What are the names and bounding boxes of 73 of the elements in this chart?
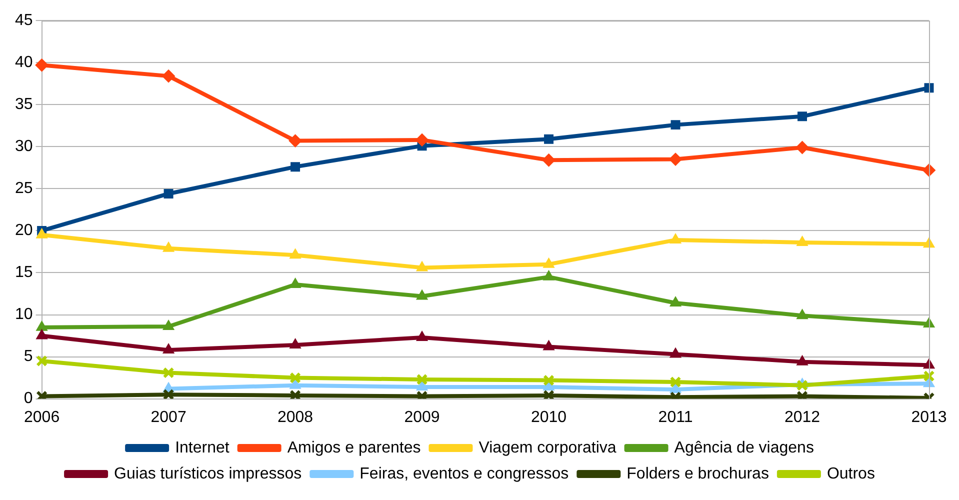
point: [670, 376, 682, 388]
point: [162, 242, 174, 252]
point: [543, 258, 554, 268]
point: [416, 290, 428, 300]
y-tick-label: 35: [15, 96, 33, 114]
legend-label: Amigos e parentes: [287, 439, 421, 456]
y-tick-label: 0: [24, 390, 33, 408]
point: [796, 236, 808, 246]
point: [543, 340, 554, 350]
point: [670, 383, 682, 394]
point: [162, 367, 174, 378]
point: [796, 355, 808, 366]
point: [164, 188, 174, 198]
point: [670, 233, 682, 244]
point: [36, 228, 48, 238]
point: [416, 390, 428, 399]
point: [290, 378, 301, 389]
point: [796, 141, 809, 154]
legend-label: Outros: [826, 465, 875, 482]
point: [416, 374, 428, 386]
point: [670, 296, 682, 306]
point: [416, 330, 428, 341]
point: [36, 390, 48, 399]
x-tick-label: 2012: [784, 408, 820, 426]
x-tick-label: 2006: [24, 408, 60, 426]
point: [35, 58, 48, 72]
point: [290, 248, 301, 259]
point: [796, 390, 808, 399]
point: [162, 70, 176, 83]
point: [670, 120, 680, 130]
x-tick-label: 2009: [404, 408, 440, 426]
point: [162, 320, 174, 330]
x-tick-label: 2013: [911, 408, 947, 426]
point: [542, 154, 556, 167]
point: [416, 133, 429, 146]
point: [36, 320, 48, 331]
legend-label: Feiras, eventos e congressos: [360, 465, 569, 482]
y-tick-label: 5: [24, 348, 33, 366]
point: [796, 309, 808, 320]
point: [288, 134, 302, 148]
point: [543, 390, 555, 399]
legend-label: Viagem corporativa: [478, 439, 616, 456]
point: [798, 112, 807, 122]
legend-label: Internet: [175, 439, 230, 456]
point: [290, 338, 301, 349]
point: [416, 380, 428, 391]
y-tick-label: 25: [15, 180, 33, 198]
y-tick-label: 30: [15, 138, 33, 156]
point: [162, 388, 174, 399]
point: [416, 261, 428, 272]
y-tick-label: 20: [15, 222, 33, 240]
x-tick-label: 2011: [658, 408, 693, 426]
x-tick-label: 2008: [277, 408, 314, 426]
x-tick-label: 2007: [150, 408, 186, 426]
y-tick-label: 15: [15, 264, 33, 282]
y-tick-label: 10: [15, 306, 33, 324]
point: [290, 162, 300, 172]
legend-label: Guias turísticos impressos: [114, 465, 302, 482]
point: [543, 270, 554, 280]
point: [544, 134, 554, 144]
legend-label: Folders e brochuras: [626, 465, 769, 482]
point: [290, 390, 302, 399]
point: [670, 348, 682, 358]
point: [290, 278, 301, 288]
point: [36, 355, 48, 367]
legend-label: Agência de viagens: [674, 439, 814, 456]
x-tick-label: 2010: [530, 408, 567, 426]
point: [669, 152, 682, 166]
y-tick-label: 40: [15, 54, 33, 72]
point: [162, 344, 174, 354]
y-tick-label: 45: [15, 12, 33, 30]
point: [36, 329, 48, 340]
point: [923, 370, 935, 382]
